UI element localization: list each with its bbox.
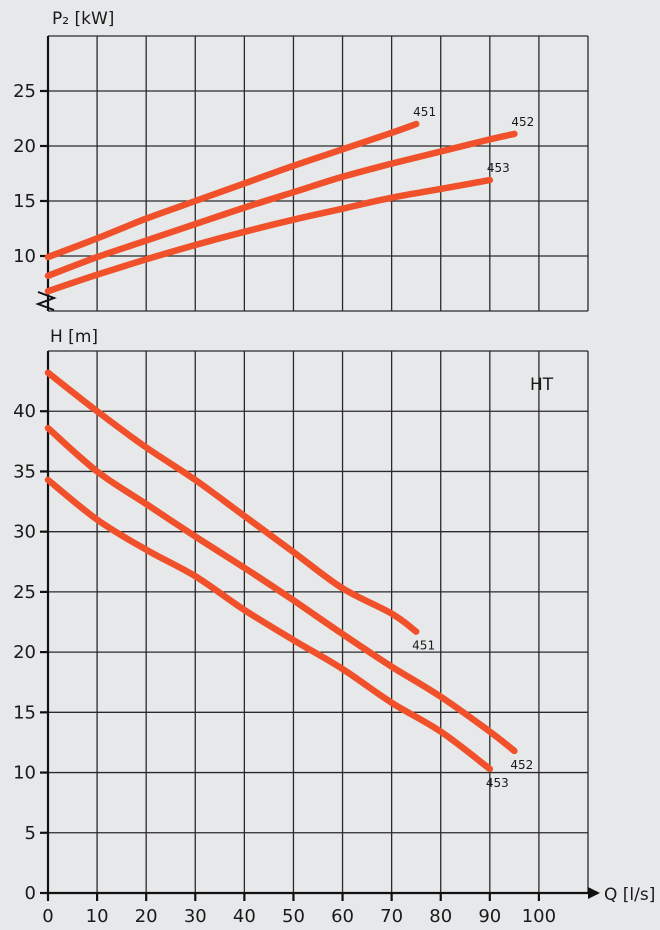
head-x-tick-label: 50 <box>282 906 305 927</box>
head-y-tick-label: 10 <box>13 763 36 784</box>
head-curve-453 <box>44 476 494 773</box>
power-y-tick-label: 15 <box>13 191 36 212</box>
head-chart-tag: HT <box>530 375 554 395</box>
head-y-tick-label: 20 <box>13 642 36 663</box>
head-chart: 0 5 10 15 20 25 30 35 40 0 10 20 30 40 50 60 70 80 90 100 H … <box>13 327 655 927</box>
power-y-tick-label: 25 <box>13 81 36 102</box>
power-curve-label-452: 452 <box>511 115 534 129</box>
power-curve-451 <box>44 120 420 261</box>
head-x-tick-label: 0 <box>42 906 53 927</box>
head-curve-451 <box>44 369 420 635</box>
axis-break-icon <box>35 291 57 311</box>
head-y-tick-label: 40 <box>13 401 36 422</box>
head-y-tick-label: 30 <box>13 522 36 543</box>
head-curve-label-452: 452 <box>510 758 533 772</box>
head-y-tick-label: 0 <box>25 883 36 904</box>
head-y-tick-label: 5 <box>25 823 36 844</box>
head-curve-label-453: 453 <box>486 776 509 790</box>
power-curve-label-451: 451 <box>413 105 436 119</box>
head-curve-452 <box>44 424 518 755</box>
power-curve-452 <box>44 130 518 280</box>
power-y-tick-label: 20 <box>13 136 36 157</box>
power-chart: 10 15 20 25 P₂ [kW] 451 452 453 <box>13 9 589 312</box>
head-x-tick-label: 10 <box>86 906 109 927</box>
head-y-axis-title: H [m] <box>50 327 98 347</box>
power-curve-label-453: 453 <box>487 161 510 175</box>
power-curve-453 <box>44 176 494 295</box>
head-y-tick-label: 15 <box>13 702 36 723</box>
head-y-tick-label: 25 <box>13 582 36 603</box>
head-x-tick-label: 100 <box>522 906 556 927</box>
head-x-axis-title: Q [l/s] <box>604 885 655 905</box>
head-x-tick-label: 40 <box>233 906 256 927</box>
head-y-tick-label: 35 <box>13 461 36 482</box>
power-y-tick-label: 10 <box>13 246 36 267</box>
head-x-tick-label: 60 <box>331 906 354 927</box>
head-x-tick-label: 20 <box>135 906 158 927</box>
head-curve-label-451: 451 <box>412 639 435 653</box>
x-axis-arrow-icon <box>588 887 600 899</box>
head-x-tick-label: 90 <box>478 906 501 927</box>
power-y-axis-title: P₂ [kW] <box>52 9 114 29</box>
head-x-tick-label: 80 <box>429 906 452 927</box>
head-x-tick-label: 70 <box>380 906 403 927</box>
head-x-tick-label: 30 <box>184 906 207 927</box>
